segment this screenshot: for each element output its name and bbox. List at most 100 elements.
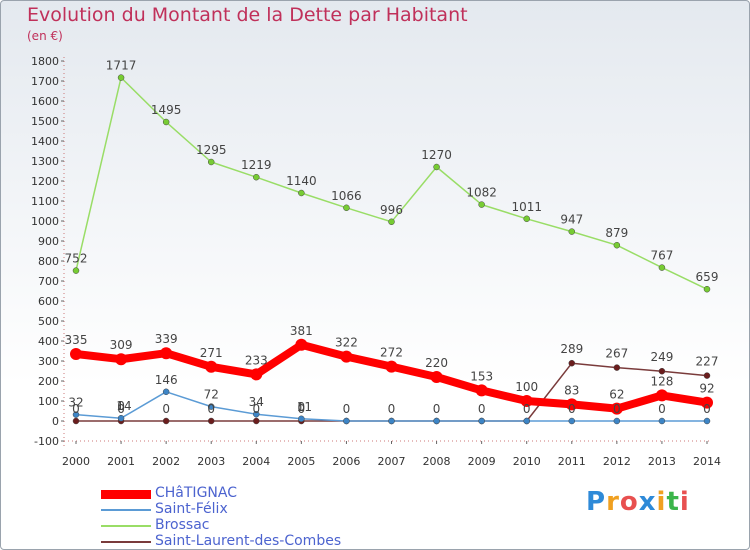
x-tick-label: 2014 — [693, 455, 721, 468]
x-tick-label: 2012 — [603, 455, 631, 468]
x-tick-label: 2002 — [152, 455, 180, 468]
data-point-saint-felix — [253, 410, 260, 418]
data-point-saint-laurent-des-combes — [162, 417, 170, 425]
data-label-brossac: 1082 — [466, 186, 497, 200]
data-label-saint-laurent-des-combes: 0 — [703, 402, 711, 416]
data-point-chatignac — [701, 396, 713, 409]
x-tick-label: 2000 — [62, 455, 90, 468]
data-point-saint-felix — [433, 417, 440, 425]
y-tick-label: 1500 — [31, 115, 59, 128]
y-tick-label: 1700 — [31, 75, 59, 88]
y-tick-label: 0 — [52, 415, 59, 428]
data-point-saint-felix — [523, 417, 530, 425]
x-tick-label: 2004 — [242, 455, 270, 468]
data-point-saint-laurent-des-combes — [72, 417, 80, 425]
data-point-brossac — [72, 267, 80, 274]
logo-letter: P — [586, 487, 607, 517]
data-point-saint-laurent-des-combes — [703, 372, 711, 379]
data-point-chatignac — [610, 402, 623, 415]
data-label-chatignac: 92 — [699, 382, 714, 396]
y-tick-label: 600 — [38, 295, 59, 308]
data-point-chatignac — [340, 350, 353, 363]
data-label-saint-laurent-des-combes: 249 — [650, 350, 673, 364]
logo-letter: t — [666, 487, 680, 517]
data-point-saint-laurent-des-combes — [253, 417, 260, 425]
data-point-chatignac — [115, 353, 128, 366]
y-tick-label: 1000 — [31, 215, 59, 228]
data-label-chatignac: 153 — [470, 369, 493, 383]
data-point-brossac — [433, 163, 440, 171]
chart-title: Evolution du Montant de la Dette par Hab… — [27, 4, 468, 26]
data-label-brossac: 1270 — [421, 148, 452, 162]
data-point-saint-felix — [298, 415, 305, 423]
data-label-brossac: 1066 — [331, 189, 362, 203]
data-point-saint-laurent-des-combes — [568, 359, 576, 367]
data-point-brossac — [388, 218, 395, 226]
data-label-brossac: 752 — [65, 252, 88, 266]
data-point-saint-felix — [703, 417, 711, 425]
data-label-saint-laurent-des-combes: 0 — [207, 402, 215, 416]
data-point-saint-laurent-des-combes — [658, 367, 666, 375]
data-label-saint-laurent-des-combes: 0 — [298, 402, 306, 416]
data-label-brossac: 947 — [560, 213, 583, 227]
data-label-saint-laurent-des-combes: 0 — [117, 402, 125, 416]
y-tick-label: 300 — [38, 355, 59, 368]
data-label-saint-laurent-des-combes: 0 — [433, 402, 441, 416]
data-label-brossac: 1219 — [241, 158, 272, 172]
legend-label: Brossac — [155, 517, 210, 533]
y-tick-label: -100 — [34, 435, 59, 448]
data-point-chatignac — [160, 347, 173, 360]
data-point-brossac — [523, 215, 530, 223]
data-point-saint-felix — [478, 417, 485, 425]
data-label-saint-laurent-des-combes: 0 — [162, 402, 170, 416]
data-label-saint-laurent-des-combes: 0 — [478, 402, 486, 416]
data-label-chatignac: 309 — [110, 338, 133, 352]
data-label-saint-laurent-des-combes: 267 — [605, 347, 628, 361]
y-tick-label: 1400 — [31, 135, 59, 148]
y-tick-label: 1200 — [31, 175, 59, 188]
x-tick-label: 2005 — [287, 455, 315, 468]
y-tick-label: 400 — [38, 335, 59, 348]
data-point-saint-felix — [343, 417, 350, 425]
data-label-chatignac: 220 — [425, 356, 448, 370]
data-label-chatignac: 128 — [650, 374, 673, 388]
x-tick-label: 2009 — [468, 455, 496, 468]
data-point-chatignac — [205, 360, 218, 373]
data-point-brossac — [162, 118, 170, 126]
data-label-chatignac: 339 — [155, 332, 178, 346]
legend-label: CHâTIGNAC — [155, 485, 237, 501]
data-point-saint-laurent-des-combes — [207, 417, 215, 425]
data-label-saint-laurent-des-combes: 0 — [613, 402, 621, 416]
y-tick-label: 800 — [38, 255, 59, 268]
y-tick-label: 900 — [38, 235, 59, 248]
x-tick-label: 2001 — [107, 455, 135, 468]
data-label-chatignac: 322 — [335, 336, 358, 350]
data-label-saint-laurent-des-combes: 0 — [252, 402, 260, 416]
x-tick-label: 2008 — [423, 455, 451, 468]
data-label-chatignac: 100 — [515, 380, 538, 394]
y-tick-label: 1300 — [31, 155, 59, 168]
data-label-brossac: 767 — [650, 249, 673, 263]
data-point-chatignac — [295, 338, 308, 351]
data-label-chatignac: 271 — [200, 346, 223, 360]
logo-letter: x — [638, 487, 657, 517]
data-point-chatignac — [565, 398, 578, 411]
x-tick-label: 2010 — [513, 455, 541, 468]
data-label-saint-felix: 146 — [155, 373, 178, 387]
data-point-saint-felix — [162, 388, 170, 396]
line-chart: -100010020030040050060070080090010001100… — [31, 55, 721, 468]
data-label-saint-laurent-des-combes: 0 — [568, 402, 576, 416]
data-label-brossac: 1495 — [151, 103, 182, 117]
x-tick-label: 2003 — [197, 455, 225, 468]
x-tick-label: 2011 — [558, 455, 586, 468]
legend-label: Saint-Laurent-des-Combes — [155, 533, 342, 549]
data-point-brossac — [478, 201, 485, 208]
data-point-saint-felix — [207, 403, 215, 410]
logo-letter: i — [656, 487, 667, 517]
data-point-brossac — [658, 264, 666, 271]
data-point-brossac — [298, 189, 305, 197]
data-label-brossac: 1011 — [511, 200, 542, 214]
data-point-brossac — [703, 285, 711, 293]
data-point-chatignac — [250, 368, 263, 381]
